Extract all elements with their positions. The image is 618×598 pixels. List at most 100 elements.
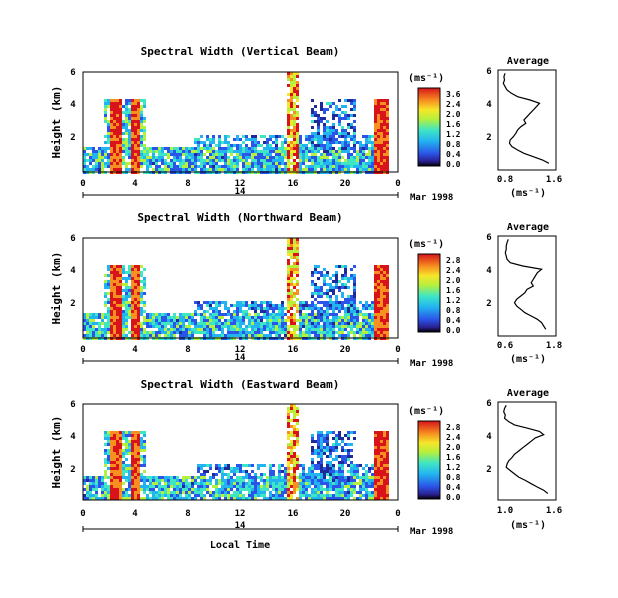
heatmap-cell — [209, 316, 212, 319]
average-frame — [497, 235, 557, 337]
heatmap-cell — [311, 452, 314, 455]
heatmap-cell — [260, 135, 263, 138]
heatmap-cell — [164, 316, 167, 319]
heatmap-cell — [203, 147, 206, 150]
heatmap-cell — [287, 247, 290, 250]
heatmap-cell — [119, 138, 122, 141]
heatmap-cell — [341, 105, 344, 108]
heatmap-cell — [374, 494, 377, 497]
heatmap-cell — [221, 473, 224, 476]
heatmap-cell — [110, 265, 113, 268]
heatmap-cell — [212, 491, 215, 494]
heatmap-cell — [335, 132, 338, 135]
heatmap-cell — [149, 479, 152, 482]
heatmap-cell — [239, 464, 242, 467]
heatmap-cell — [143, 144, 146, 147]
heatmap-cell — [191, 159, 194, 162]
heatmap-cell — [119, 117, 122, 120]
heatmap-cell — [137, 144, 140, 147]
heatmap-cell — [110, 440, 113, 443]
heatmap-cell — [329, 135, 332, 138]
heatmap-cell — [89, 494, 92, 497]
heatmap-cell — [296, 307, 299, 310]
heatmap-cell — [137, 461, 140, 464]
heatmap-cell — [140, 286, 143, 289]
heatmap-cell — [383, 168, 386, 171]
heatmap-cell — [311, 464, 314, 467]
heatmap-cell — [134, 108, 137, 111]
heatmap-cell — [107, 328, 110, 331]
heatmap-cell — [122, 434, 125, 437]
heatmap-cell — [380, 455, 383, 458]
heatmap-cell — [260, 334, 263, 337]
heatmap-cell — [122, 141, 125, 144]
heatmap-cell — [317, 138, 320, 141]
heatmap-cell — [233, 159, 236, 162]
heatmap-cell — [383, 455, 386, 458]
heatmap-cell — [287, 259, 290, 262]
heatmap-cell — [224, 467, 227, 470]
heatmap-cell — [320, 168, 323, 171]
heatmap-cell — [164, 153, 167, 156]
heatmap-cell — [287, 461, 290, 464]
heatmap-cell — [158, 147, 161, 150]
heatmap-cell — [326, 431, 329, 434]
heatmap-cell — [113, 283, 116, 286]
heatmap-cell — [359, 494, 362, 497]
heatmap-cell — [89, 153, 92, 156]
heatmap-cell — [338, 485, 341, 488]
heatmap-cell — [338, 307, 341, 310]
heatmap-cell — [95, 497, 98, 500]
heatmap-cell — [113, 274, 116, 277]
heatmap-cell — [176, 479, 179, 482]
heatmap-cell — [344, 458, 347, 461]
heatmap-cell — [287, 244, 290, 247]
heatmap-cell — [299, 313, 302, 316]
heatmap-cell — [125, 301, 128, 304]
heatmap-cell — [305, 153, 308, 156]
heatmap-cell — [119, 105, 122, 108]
heatmap-cell — [134, 111, 137, 114]
colorbar: (ms⁻¹) 2.82.42.01.61.20.80.40.0 — [408, 239, 461, 335]
heatmap-cell — [236, 491, 239, 494]
heatmap-cell — [140, 117, 143, 120]
heatmap-cell — [236, 476, 239, 479]
heatmap-cell — [233, 310, 236, 313]
heatmap-cell — [374, 434, 377, 437]
heatmap-cell — [290, 467, 293, 470]
heatmap-cell — [266, 479, 269, 482]
heatmap-cell — [89, 476, 92, 479]
heatmap-cell — [260, 156, 263, 159]
heatmap-cell — [356, 150, 359, 153]
heatmap-cell — [230, 331, 233, 334]
heatmap-cell — [119, 292, 122, 295]
average-title: Average — [507, 388, 549, 399]
heatmap-cell — [137, 268, 140, 271]
heatmap-cell — [194, 301, 197, 304]
heatmap-cell — [239, 491, 242, 494]
heatmap-cell — [314, 331, 317, 334]
heatmap-cell — [170, 165, 173, 168]
heatmap-cell — [329, 470, 332, 473]
heatmap-cell — [353, 479, 356, 482]
heatmap-cell — [194, 159, 197, 162]
heatmap-cell — [332, 446, 335, 449]
heatmap-cell — [266, 310, 269, 313]
heatmap-cell — [239, 334, 242, 337]
heatmap-cell — [353, 114, 356, 117]
heatmap-cell — [227, 307, 230, 310]
heatmap-cell — [104, 316, 107, 319]
heatmap-cell — [233, 162, 236, 165]
heatmap-cell — [296, 96, 299, 99]
heatmap-cell — [230, 334, 233, 337]
heatmap-cell — [116, 126, 119, 129]
heatmap-cell — [179, 485, 182, 488]
heatmap-cell — [200, 135, 203, 138]
heatmap-cell — [116, 99, 119, 102]
heatmap-cell — [203, 168, 206, 171]
heatmap-cell — [104, 461, 107, 464]
heatmap-cell — [242, 168, 245, 171]
heatmap-cell — [377, 162, 380, 165]
heatmap-cell — [137, 99, 140, 102]
heatmap-cell — [92, 156, 95, 159]
